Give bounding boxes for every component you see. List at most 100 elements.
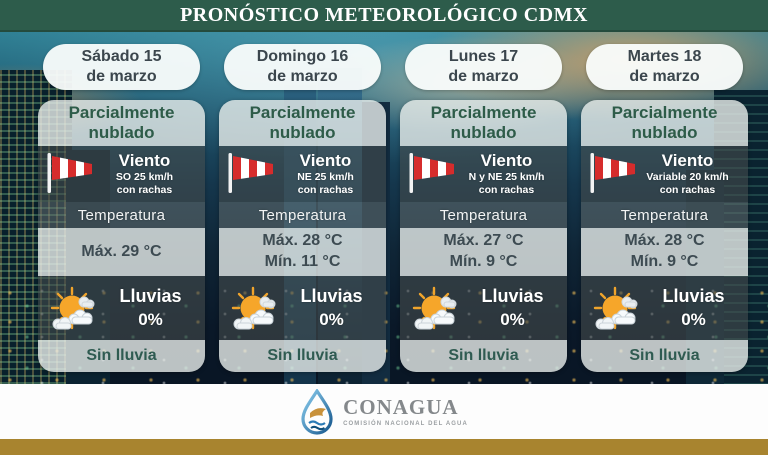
wind-detail: Variable 20 km/h [646,170,729,183]
wind-detail: NE 25 km/h [297,170,354,183]
rain-label: Lluvias [662,286,725,306]
forecast-column-monday: Lunes 17 de marzo Parcialmente nublado V… [400,44,567,372]
temperature-label: Temperatura [620,206,709,224]
rain-note-band: Sin lluvia [38,340,205,372]
condition-text: Parcialmente nublado [68,102,175,142]
rain-note-band: Sin lluvia [219,340,386,372]
temperature-values-band: Máx. 28 °C Mín. 9 °C [581,228,748,276]
forecast-card: Parcialmente nublado Viento Variable 20 … [581,100,748,372]
windsock-icon [408,151,456,195]
rain-note: Sin lluvia [629,347,700,364]
date-pill: Sábado 15 de marzo [43,44,200,90]
forecast-column-saturday: Sábado 15 de marzo Parcialmente nublado … [38,44,205,372]
forecast-grid: Sábado 15 de marzo Parcialmente nublado … [38,44,748,372]
conagua-water-drop-icon [301,388,333,435]
date-line2: de marzo [448,68,519,85]
sun-behind-clouds-icon [231,286,277,330]
condition-text: Parcialmente nublado [249,102,356,142]
temperature-label-band: Temperatura [219,202,386,228]
date-line1: Lunes 17 [448,48,519,65]
wind-band: Viento N y NE 25 km/h con rachas [400,146,567,202]
forecast-card: Parcialmente nublado Viento N y NE 25 km… [400,100,567,372]
condition-text: Parcialmente nublado [430,102,537,142]
rain-note: Sin lluvia [86,347,157,364]
forecast-column-tuesday: Martes 18 de marzo Parcialmente nublado … [581,44,748,372]
sun-behind-clouds-icon [412,286,458,330]
wind-label: Viento [661,150,714,170]
temperature-min: Mín. 11 °C [264,253,341,270]
temperature-min: Mín. 9 °C [449,253,518,270]
date-line1: Sábado 15 [81,48,162,65]
temperature-values-band: Máx. 28 °C Mín. 11 °C [219,228,386,276]
page-title: PRONÓSTICO METEOROLÓGICO CDMX [180,3,588,26]
wind-label: Viento [480,150,533,170]
temperature-values-band: Máx. 29 °C [38,228,205,276]
date-line2: de marzo [86,68,157,85]
wind-gusts: con rachas [659,184,716,196]
date-pill: Martes 18 de marzo [586,44,743,90]
condition-band: Parcialmente nublado [38,100,205,146]
date-line2: de marzo [267,68,338,85]
date-pill: Lunes 17 de marzo [405,44,562,90]
date-pill: Domingo 16 de marzo [224,44,381,90]
temperature-min: Mín. 9 °C [630,253,699,270]
rain-probability: 0% [681,310,706,329]
temperature-label: Temperatura [439,206,528,224]
rain-band: Lluvias 0% [38,276,205,340]
wind-gusts: con rachas [478,184,535,196]
rain-note: Sin lluvia [267,347,338,364]
forecast-card: Parcialmente nublado Viento NE 25 km/h c… [219,100,386,372]
wind-band: Viento Variable 20 km/h con rachas [581,146,748,202]
wind-band: Viento SO 25 km/h con rachas [38,146,205,202]
wind-detail: N y NE 25 km/h [468,170,545,183]
rain-probability: 0% [500,310,525,329]
brand-wordmark: CONAGUA [343,394,459,419]
temperature-max: Máx. 28 °C [624,232,705,250]
sun-behind-clouds-icon [50,286,96,330]
temperature-max: Máx. 29 °C [81,242,162,260]
temperature-label-band: Temperatura [581,202,748,228]
temperature-values-band: Máx. 27 °C Mín. 9 °C [400,228,567,276]
wind-gusts: con rachas [297,184,354,196]
rain-note: Sin lluvia [448,347,519,364]
gold-bottom-bar [0,439,768,455]
rain-probability: 0% [138,310,163,329]
temperature-max: Máx. 27 °C [443,232,524,250]
wind-band: Viento NE 25 km/h con rachas [219,146,386,202]
windsock-icon [227,151,275,195]
rain-band: Lluvias 0% [581,276,748,340]
condition-band: Parcialmente nublado [219,100,386,146]
date-line2: de marzo [629,68,700,85]
footer-bar: CONAGUA COMISIÓN NACIONAL DEL AGUA [0,384,768,439]
temperature-label: Temperatura [258,206,347,224]
rain-band: Lluvias 0% [400,276,567,340]
title-bar: PRONÓSTICO METEOROLÓGICO CDMX [0,0,768,32]
date-line1: Martes 18 [627,48,702,65]
wind-detail: SO 25 km/h [115,170,174,183]
condition-text: Parcialmente nublado [611,102,718,142]
date-line1: Domingo 16 [256,48,349,65]
conagua-logo: CONAGUA COMISIÓN NACIONAL DEL AGUA [300,388,468,435]
condition-band: Parcialmente nublado [400,100,567,146]
rain-label: Lluvias [119,286,182,306]
rain-probability: 0% [319,310,344,329]
sun-behind-clouds-icon [593,286,639,330]
temperature-label: Temperatura [77,206,166,224]
rain-band: Lluvias 0% [219,276,386,340]
forecast-card: Parcialmente nublado Viento SO 25 km/h c… [38,100,205,372]
temperature-max: Máx. 28 °C [262,232,343,250]
wind-label: Viento [118,150,171,170]
wind-gusts: con rachas [116,184,173,196]
temperature-label-band: Temperatura [400,202,567,228]
rain-note-band: Sin lluvia [581,340,748,372]
rain-note-band: Sin lluvia [400,340,567,372]
forecast-column-sunday: Domingo 16 de marzo Parcialmente nublado… [219,44,386,372]
rain-label: Lluvias [300,286,363,306]
brand-subtitle: COMISIÓN NACIONAL DEL AGUA [343,420,468,427]
condition-band: Parcialmente nublado [581,100,748,146]
windsock-icon [46,151,94,195]
temperature-label-band: Temperatura [38,202,205,228]
rain-label: Lluvias [481,286,544,306]
windsock-icon [589,151,637,195]
